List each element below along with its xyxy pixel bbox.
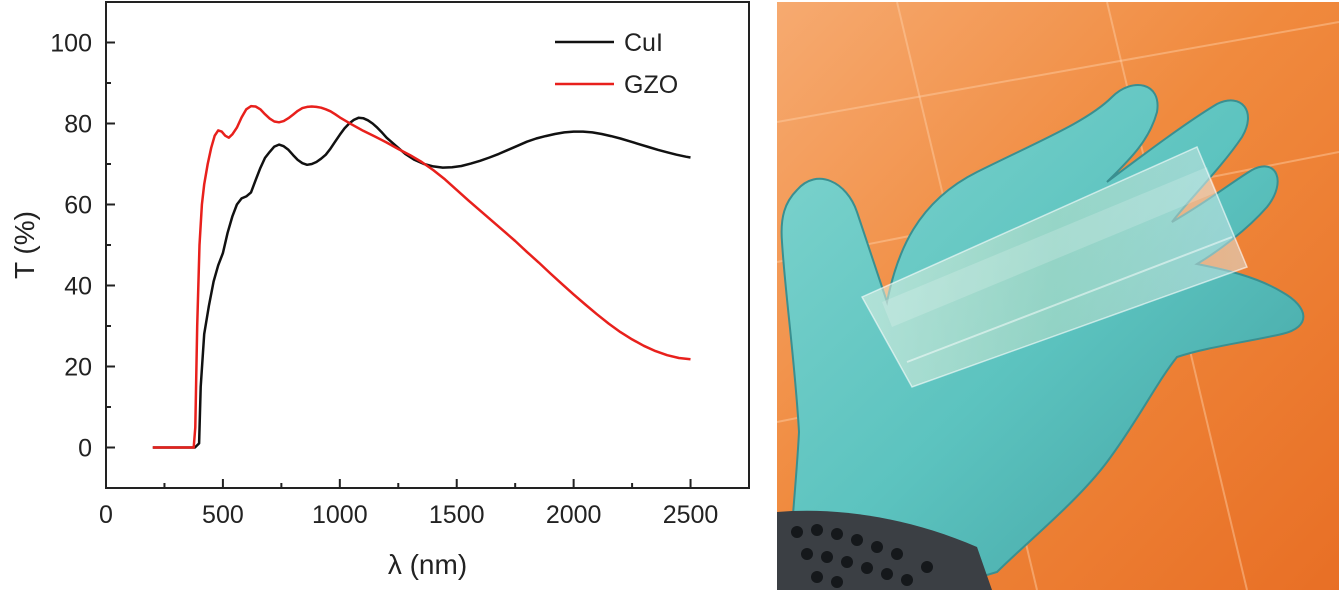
y-axis-ticks: 0 20 40 60 80 100 (50, 30, 115, 463)
x-axis-ticks: 0 500 1000 1500 2000 2500 (99, 479, 718, 529)
y-tick-label: 40 (64, 273, 92, 301)
y-tick-label: 20 (64, 354, 92, 382)
transparent-film (860, 146, 1248, 388)
y-tick-label: 80 (64, 111, 92, 139)
series-line-gzo (152, 104, 691, 449)
x-tick-label: 2500 (663, 501, 719, 529)
y-axis-title: T (%) (9, 211, 40, 279)
x-tick-label: 2000 (546, 501, 602, 529)
series-line-cui (152, 116, 691, 449)
transmittance-chart: 0 500 1000 1500 2000 2500 0 20 40 60 80 100 CuI GZO… (9, 1, 750, 580)
legend-label-gzo: GZO (624, 71, 678, 99)
cuff-holes (791, 524, 933, 588)
series-layer (152, 104, 691, 449)
x-axis-title: λ (nm) (388, 549, 467, 580)
legend-label-cui: CuI (624, 29, 663, 57)
x-tick-label: 0 (99, 501, 113, 529)
x-tick-label: 1000 (312, 501, 368, 529)
photo-hand-with-transparent-film (777, 2, 1339, 590)
x-tick-label: 1500 (429, 501, 485, 529)
y-tick-label: 0 (78, 435, 92, 463)
legend: CuI GZO (555, 29, 678, 99)
glove-cuff (777, 510, 992, 590)
y-tick-label: 60 (64, 192, 92, 220)
y-tick-label: 100 (50, 30, 92, 58)
x-tick-label: 500 (202, 501, 244, 529)
